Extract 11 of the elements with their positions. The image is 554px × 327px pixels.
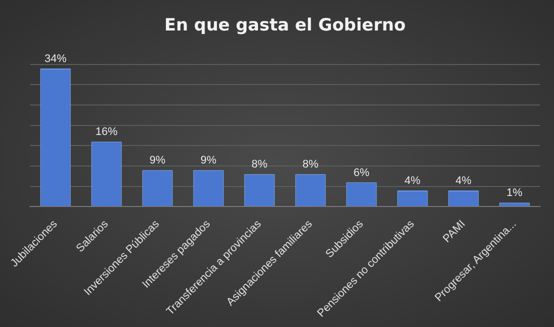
data-label: 4% [456, 174, 472, 187]
data-label: 9% [200, 154, 217, 167]
data-label: 8% [252, 158, 268, 171]
data-label: 16% [95, 126, 118, 138]
data-label: 1% [506, 187, 523, 200]
data-label: 6% [354, 166, 370, 179]
data-label: 9% [150, 154, 166, 167]
chart-title: En que gasta el Gobierno [164, 16, 406, 36]
data-label: 4% [404, 174, 421, 187]
data-label: 8% [302, 158, 319, 171]
data-label: 34% [44, 52, 67, 65]
